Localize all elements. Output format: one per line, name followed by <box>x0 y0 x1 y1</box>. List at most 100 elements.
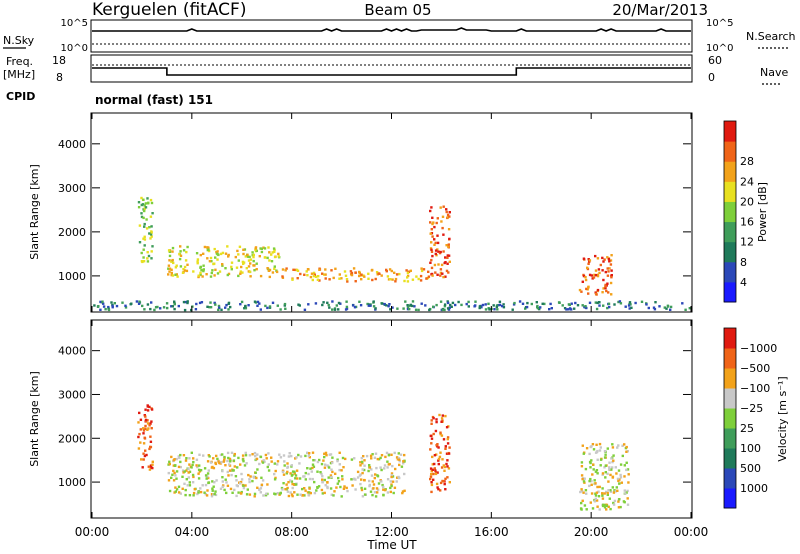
scatter-cell <box>436 471 439 474</box>
scatter-cell <box>335 486 338 489</box>
scatter-cell <box>224 252 228 255</box>
scatter-cell <box>308 452 311 455</box>
scatter-cell <box>290 454 293 458</box>
scatter-cell <box>237 274 240 278</box>
scatter-cell <box>440 263 444 267</box>
scatter-cell <box>602 278 605 282</box>
scatter-cell <box>437 250 440 253</box>
scatter-cell <box>390 453 393 456</box>
scatter-cell <box>331 461 334 464</box>
scatter-cell <box>267 246 270 249</box>
scatter-cell <box>403 279 406 283</box>
scatter-cell <box>181 469 185 472</box>
scatter-cell <box>431 235 434 238</box>
scatter-cell <box>610 276 613 279</box>
scatter-cell <box>623 464 626 467</box>
scatter-cell <box>259 491 262 494</box>
scatter-cell <box>387 463 390 466</box>
scatter-cell <box>367 277 370 280</box>
scatter-cell <box>139 428 142 431</box>
range-tick-label: 1000 <box>58 270 86 283</box>
scatter-cell <box>669 305 673 309</box>
scatter-cell <box>286 486 289 490</box>
scatter-cell <box>430 272 434 276</box>
scatter-cell <box>181 271 185 274</box>
scatter-cell <box>151 245 154 248</box>
scatter-cell <box>182 268 185 271</box>
scatter-cell <box>437 488 440 491</box>
scatter-cell <box>446 459 449 462</box>
scatter-cell <box>282 482 285 485</box>
scatter-cell <box>430 228 433 231</box>
scatter-cell <box>331 456 334 459</box>
scatter-cell <box>149 198 153 202</box>
scatter-cell <box>343 270 347 273</box>
scatter-cell <box>419 274 423 278</box>
scatter-cell <box>173 300 176 303</box>
scatter-cell <box>431 274 434 277</box>
scatter-cell <box>354 280 357 283</box>
scatter-cell <box>583 477 586 480</box>
scatter-cell <box>143 454 147 458</box>
scatter-cell <box>220 460 223 464</box>
scatter-cell <box>606 447 609 450</box>
scatter-cell <box>339 485 342 489</box>
scatter-cell <box>363 468 366 472</box>
scatter-cell <box>99 308 102 311</box>
scatter-cell <box>612 503 616 506</box>
scatter-cell <box>435 482 439 486</box>
scatter-cell <box>221 476 224 479</box>
scatter-cell <box>150 420 153 423</box>
scatter-cell <box>207 469 210 472</box>
scatter-cell <box>311 466 314 470</box>
scatter-cell <box>259 487 263 490</box>
scatter-cell <box>173 458 176 461</box>
scatter-cell <box>321 303 324 307</box>
scatter-cell <box>442 275 445 279</box>
scatter-cell <box>206 246 209 249</box>
scatter-cell <box>234 255 237 259</box>
scatter-cell <box>264 494 268 497</box>
scatter-cell <box>596 472 599 475</box>
scatter-cell <box>221 263 224 266</box>
scatter-cell <box>628 307 631 310</box>
scatter-cell <box>200 301 204 304</box>
scatter-cell <box>607 489 610 492</box>
scatter-cell <box>445 208 448 211</box>
scatter-cell <box>244 484 247 487</box>
scatter-cell <box>610 457 613 460</box>
scatter-cell <box>321 272 324 275</box>
scatter-cell <box>232 459 236 462</box>
scatter-cell <box>431 455 434 459</box>
scatter-cell <box>626 497 629 500</box>
scatter-cell <box>225 303 228 307</box>
scatter-cell <box>203 491 206 494</box>
scatter-cell <box>439 250 442 254</box>
scatter-cell <box>218 270 222 273</box>
scatter-cell <box>149 464 153 467</box>
scatter-cell <box>281 488 284 491</box>
colorbar-swatch <box>724 348 736 369</box>
scatter-cell <box>205 494 209 497</box>
scatter-cell <box>403 453 406 457</box>
scatter-cell <box>197 477 201 480</box>
scatter-cell <box>384 455 387 459</box>
scatter-cell <box>688 307 691 310</box>
scatter-cell <box>241 271 244 274</box>
scatter-cell <box>321 475 324 478</box>
scatter-cell <box>226 484 230 487</box>
scatter-cell <box>623 443 626 446</box>
scatter-cell <box>359 464 362 467</box>
scatter-cell <box>337 301 341 305</box>
scatter-cell <box>448 306 451 309</box>
scatter-cell <box>608 468 611 471</box>
scatter-cell <box>223 459 226 462</box>
scatter-cell <box>285 483 288 486</box>
scatter-cell <box>585 492 588 495</box>
scatter-cell <box>391 306 394 309</box>
scatter-cell <box>598 449 602 452</box>
scatter-cell <box>279 456 283 459</box>
scatter-cell <box>285 267 288 270</box>
scatter-cell <box>411 278 415 281</box>
